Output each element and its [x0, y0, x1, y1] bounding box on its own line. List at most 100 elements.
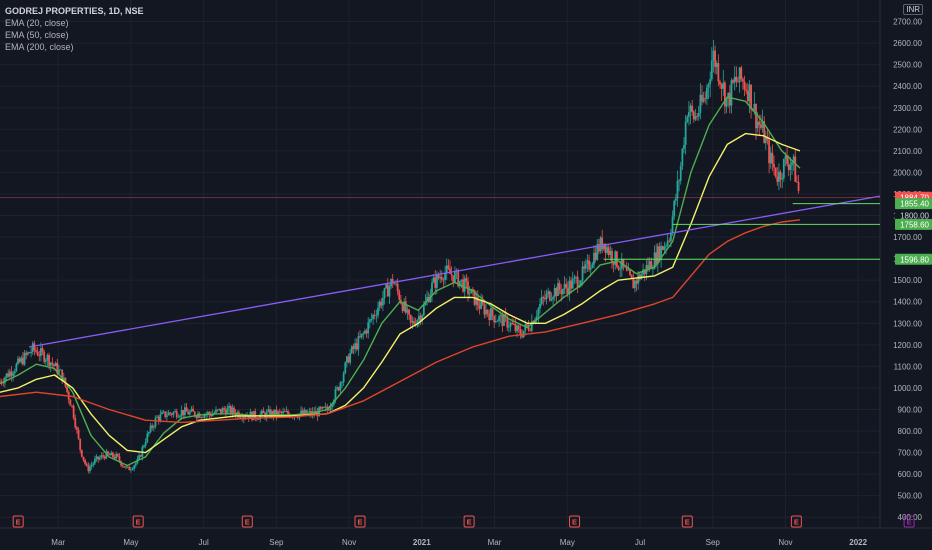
candle-body — [121, 465, 124, 467]
candle-body — [375, 315, 378, 317]
candle-body — [98, 457, 101, 460]
candle-body — [768, 139, 770, 164]
y-tick-label: 2700.00 — [893, 18, 922, 27]
candle-body — [766, 137, 769, 140]
candle-body — [391, 278, 394, 284]
candle-body — [105, 451, 108, 459]
earnings-marker-label: E — [794, 518, 799, 527]
candle-body — [395, 283, 397, 285]
candle-body — [568, 280, 571, 294]
candle-body — [439, 276, 442, 279]
candle-body — [589, 267, 592, 270]
candle-body — [728, 92, 731, 106]
candle-body — [625, 267, 628, 271]
candle-body — [748, 84, 751, 102]
x-tick-label: Sep — [706, 538, 721, 547]
symbol-title[interactable]: GODREJ PROPERTIES, 1D, NSE — [5, 6, 144, 16]
candle-body — [609, 250, 612, 255]
indicator-ema50[interactable]: EMA (50, close) — [5, 30, 69, 40]
candle-body — [761, 121, 764, 128]
indicator-ema200[interactable]: EMA (200, close) — [5, 42, 74, 52]
candle-body — [403, 301, 406, 312]
candle-body — [349, 352, 352, 363]
candle-body — [737, 81, 739, 83]
candle-body — [707, 84, 710, 88]
candle-body — [460, 279, 463, 281]
candle-body — [287, 411, 289, 415]
candle-body — [272, 410, 275, 417]
candle-body — [388, 286, 391, 297]
currency-badge[interactable]: INR — [903, 4, 923, 15]
candle-body — [668, 240, 671, 242]
candle-body — [702, 98, 705, 102]
candle-body — [796, 181, 798, 183]
candle-body — [373, 314, 376, 316]
candle-body — [164, 411, 167, 417]
candle-body — [701, 94, 703, 102]
candles — [0, 39, 800, 474]
candle-body — [43, 351, 46, 362]
candle-body — [13, 371, 16, 374]
candle-body — [516, 325, 518, 332]
candle-body — [28, 352, 31, 354]
candle-body — [529, 330, 532, 331]
candle-body — [553, 287, 556, 297]
candle-body — [23, 352, 26, 365]
candle-body — [483, 304, 486, 315]
candle-body — [341, 382, 343, 384]
candle-body — [208, 412, 211, 415]
candle-body — [555, 287, 558, 296]
x-tick-label: Mar — [51, 538, 65, 547]
candle-body — [385, 284, 388, 289]
candle-body — [202, 417, 204, 418]
candle-body — [627, 269, 630, 271]
candle-body — [717, 63, 720, 82]
candle-body — [17, 358, 19, 364]
candle-body — [612, 262, 615, 265]
candle-body — [447, 265, 450, 269]
candle-body — [46, 355, 49, 361]
earnings-marker — [241, 515, 253, 528]
candle-body — [94, 458, 96, 464]
candle-body — [506, 316, 509, 328]
candle-body — [643, 269, 646, 275]
trendline — [28, 195, 881, 348]
candle-body — [218, 408, 221, 410]
price-label-1884.70: 1884.70 — [900, 193, 929, 202]
candle-body — [301, 410, 304, 414]
y-tick-label: 1700.00 — [893, 233, 922, 242]
y-tick-label: 2200.00 — [893, 125, 922, 134]
candle-body — [442, 279, 445, 281]
candle-body — [128, 466, 131, 471]
candle-body — [742, 78, 744, 82]
candle-body — [66, 386, 68, 392]
y-tick-label: 1500.00 — [893, 276, 922, 285]
candle-body — [364, 330, 366, 334]
candle-body — [172, 412, 175, 415]
candle-body — [465, 278, 468, 282]
indicator-ema20[interactable]: EMA (20, close) — [5, 18, 69, 28]
candle-body — [0, 381, 1, 383]
candle-body — [324, 406, 327, 408]
candle-body — [337, 387, 340, 391]
earnings-marker — [132, 515, 144, 528]
candle-body — [699, 94, 702, 113]
candle-body — [637, 274, 640, 284]
candle-body — [656, 246, 659, 265]
candle-body — [635, 280, 638, 284]
candle-body — [714, 50, 716, 68]
candle-body — [727, 92, 730, 99]
candle-body — [74, 418, 77, 428]
candle-body — [102, 455, 104, 457]
candle-body — [697, 112, 700, 117]
candle-body — [725, 98, 728, 107]
candle-body — [498, 316, 500, 322]
candle-body — [630, 274, 633, 279]
candle-body — [422, 305, 425, 316]
earnings-marker — [790, 515, 802, 528]
candle-body — [440, 276, 443, 280]
candle-body — [346, 356, 348, 363]
earnings-marker-label: E — [245, 518, 250, 527]
candle-body — [563, 283, 566, 290]
